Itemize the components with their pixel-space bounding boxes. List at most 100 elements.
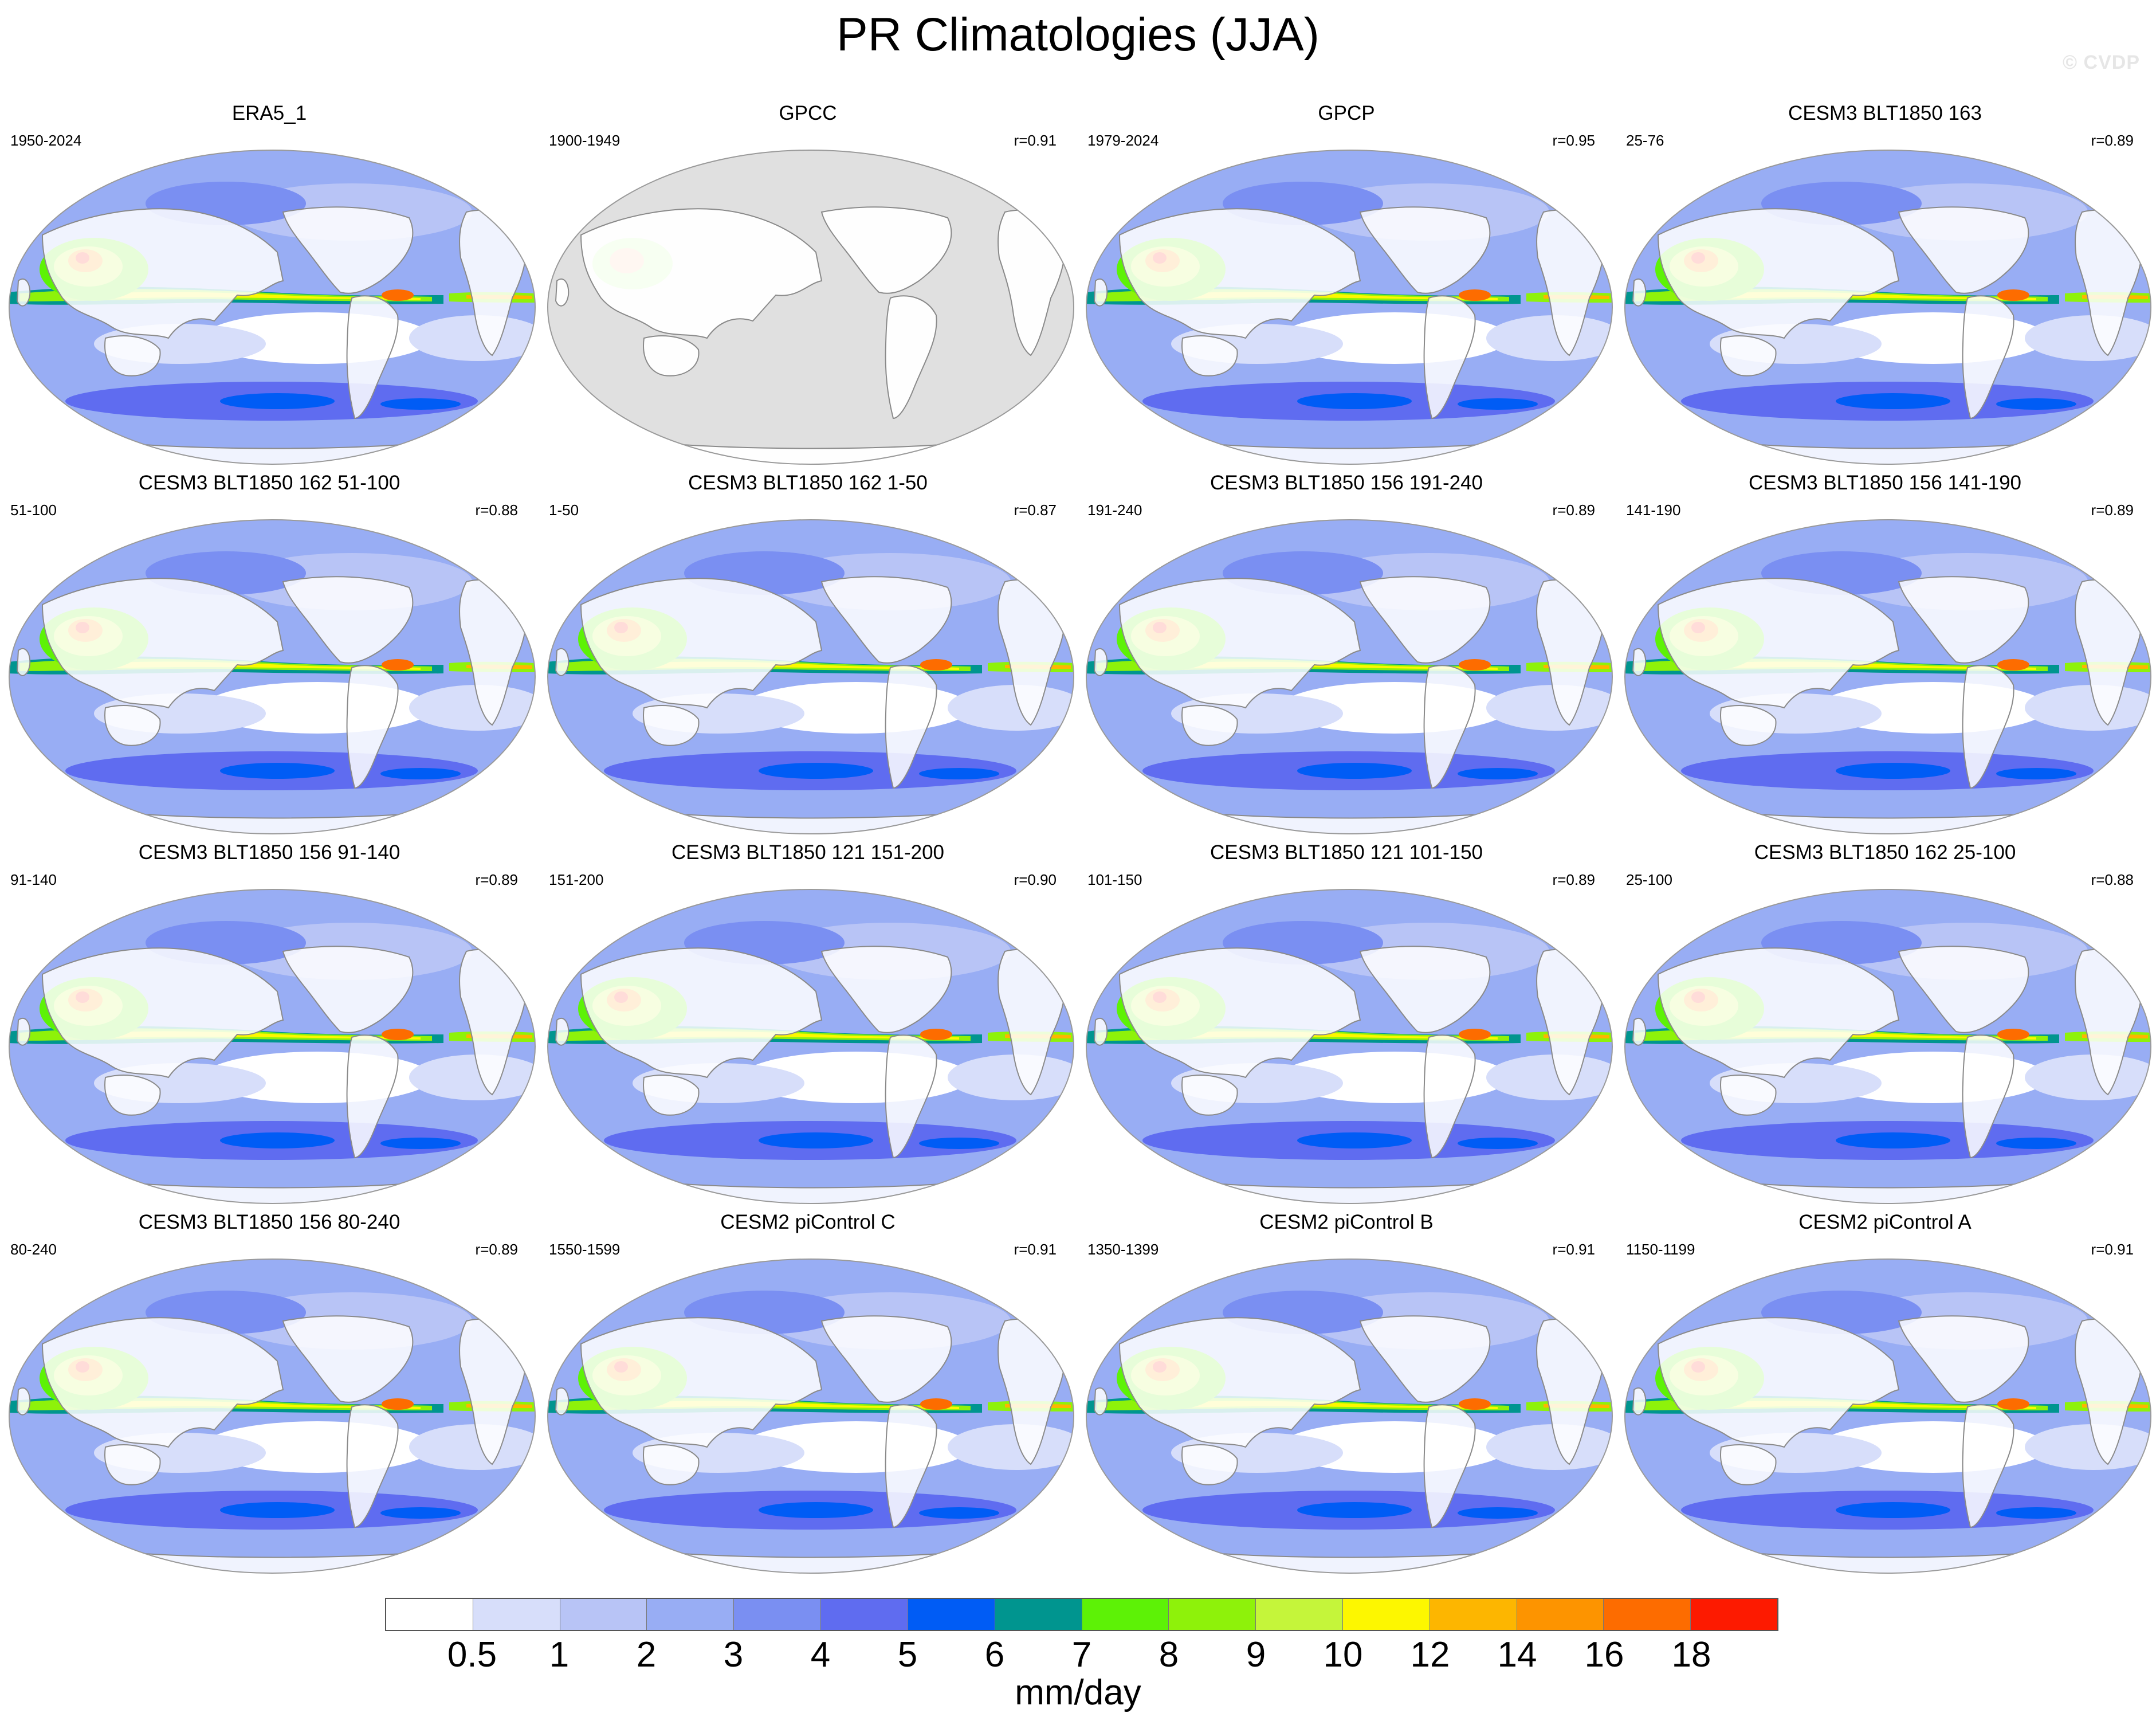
panel-title: CESM3 BLT1850 162 25-100	[1754, 841, 2016, 864]
colorbar-tick-label: 9	[1246, 1635, 1266, 1675]
panel-correlation: r=0.91	[1552, 1241, 1595, 1258]
precip-map	[1624, 519, 2152, 835]
panel-title: CESM2 piControl B	[1259, 1211, 1434, 1233]
watermark: © CVDP	[2063, 52, 2140, 73]
colorbar-tick-label: 6	[984, 1635, 1005, 1675]
colorbar-tick-label: 2	[636, 1635, 657, 1675]
colorbar-tick-label: 7	[1071, 1635, 1092, 1675]
panel-correlation: r=0.89	[2091, 501, 2134, 519]
precip-map	[8, 519, 536, 835]
colorbar-swatch	[734, 1599, 822, 1630]
colorbar-swatch	[821, 1599, 908, 1630]
colorbar-swatch	[1604, 1599, 1691, 1630]
colorbar-tick-label: 10	[1323, 1635, 1363, 1675]
panel-title: CESM3 BLT1850 121 151-200	[671, 841, 945, 864]
panel-years: 1-50	[549, 501, 579, 519]
colorbar-swatch	[1517, 1599, 1604, 1630]
precip-map	[547, 149, 1075, 465]
map-panel: CESM3 BLT1850 121 101-150 101-150 r=0.89	[1077, 837, 1616, 1206]
panel-years: 101-150	[1087, 871, 1142, 888]
precip-map	[8, 888, 536, 1205]
panel-years: 151-200	[549, 871, 604, 888]
map-panel: CESM2 piControl B 1350-1399 r=0.91	[1077, 1206, 1616, 1576]
colorbar-swatch	[1691, 1599, 1777, 1630]
precip-map	[1085, 149, 1613, 465]
panel-correlation: r=0.95	[1552, 132, 1595, 149]
panel-years: 25-76	[1626, 132, 1664, 149]
map-panel: CESM3 BLT1850 163 25-76 r=0.89	[1616, 97, 2154, 467]
panel-years: 51-100	[10, 501, 57, 519]
map-panel: GPCC 1900-1949 r=0.91	[539, 97, 1077, 467]
map-panel: CESM2 piControl A 1150-1199 r=0.91	[1616, 1206, 2154, 1576]
precip-map	[547, 519, 1075, 835]
panel-correlation: r=0.90	[1014, 871, 1057, 888]
colorbar-swatch	[560, 1599, 647, 1630]
precip-map	[1624, 888, 2152, 1205]
panel-years: 1350-1399	[1087, 1241, 1159, 1258]
precip-map	[1624, 149, 2152, 465]
panel-title: GPCC	[779, 102, 837, 124]
colorbar-swatch	[473, 1599, 560, 1630]
panel-title: CESM3 BLT1850 163	[1788, 102, 1982, 124]
map-panel: CESM3 BLT1850 156 91-140 91-140 r=0.89	[0, 837, 539, 1206]
panel-years: 1950-2024	[10, 132, 82, 149]
panel-correlation: r=0.89	[475, 1241, 518, 1258]
map-panel: CESM3 BLT1850 121 151-200 151-200 r=0.90	[539, 837, 1077, 1206]
colorbar-units: mm/day	[1015, 1673, 1141, 1712]
panel-correlation: r=0.89	[1552, 501, 1595, 519]
map-panel: CESM3 BLT1850 156 80-240 80-240 r=0.89	[0, 1206, 539, 1576]
panel-years: 1979-2024	[1087, 132, 1159, 149]
panel-correlation: r=0.89	[1552, 871, 1595, 888]
precip-map	[547, 888, 1075, 1205]
panel-title: CESM2 piControl C	[720, 1211, 896, 1233]
panel-correlation: r=0.88	[475, 501, 518, 519]
map-panel: CESM3 BLT1850 162 25-100 25-100 r=0.88	[1616, 837, 2154, 1206]
panel-title: GPCP	[1318, 102, 1375, 124]
colorbar-tick-label: 0.5	[447, 1635, 497, 1675]
figure-title: PR Climatologies (JJA)	[837, 9, 1319, 61]
colorbar-swatch	[1256, 1599, 1343, 1630]
panel-title: CESM3 BLT1850 156 191-240	[1209, 472, 1483, 494]
precip-map	[547, 1258, 1075, 1574]
precip-map	[1085, 1258, 1613, 1574]
panel-title: CESM3 BLT1850 156 80-240	[138, 1211, 400, 1233]
map-panel: CESM3 BLT1850 162 51-100 51-100 r=0.88	[0, 467, 539, 837]
precip-map	[1085, 888, 1613, 1205]
panel-correlation: r=0.91	[1014, 132, 1057, 149]
colorbar-swatch	[1169, 1599, 1256, 1630]
colorbar-tick-label: 18	[1671, 1635, 1711, 1675]
panel-correlation: r=0.88	[2091, 871, 2134, 888]
panel-years: 1150-1199	[1626, 1241, 1695, 1258]
colorbar-swatch	[1082, 1599, 1169, 1630]
colorbar-swatch	[386, 1599, 473, 1630]
colorbar-tick-label: 3	[723, 1635, 744, 1675]
panel-correlation: r=0.87	[1014, 501, 1057, 519]
precip-map	[1085, 519, 1613, 835]
colorbar-tick-label: 14	[1497, 1635, 1537, 1675]
panel-years: 91-140	[10, 871, 57, 888]
panel-years: 80-240	[10, 1241, 57, 1258]
panel-correlation: r=0.89	[2091, 132, 2134, 149]
panel-title: CESM3 BLT1850 162 1-50	[688, 472, 928, 494]
colorbar-swatch	[995, 1599, 1082, 1630]
panel-years: 191-240	[1087, 501, 1142, 519]
panel-correlation: r=0.91	[2091, 1241, 2134, 1258]
panel-grid: ERA5_1 1950-2024 GPCC 1900-1949 r=0.91 GPCP 19…	[0, 97, 2156, 1576]
map-panel: CESM3 BLT1850 156 141-190 141-190 r=0.89	[1616, 467, 2154, 837]
colorbar-tick-label: 4	[810, 1635, 831, 1675]
map-panel: ERA5_1 1950-2024	[0, 97, 539, 467]
colorbar-swatch	[1430, 1599, 1517, 1630]
colorbar-tick-label: 12	[1410, 1635, 1450, 1675]
map-panel: CESM3 BLT1850 156 191-240 191-240 r=0.89	[1077, 467, 1616, 837]
panel-title: CESM3 BLT1850 156 141-190	[1748, 472, 2022, 494]
panel-correlation: r=0.91	[1014, 1241, 1057, 1258]
colorbar-swatch	[908, 1599, 995, 1630]
colorbar-ticks: 0.5 1 2 3 4 5 6 7 8 9 10 12 14 16 18	[385, 1634, 1778, 1675]
precip-map	[8, 1258, 536, 1574]
colorbar-tick-label: 1	[549, 1635, 570, 1675]
precip-map	[1624, 1258, 2152, 1574]
panel-correlation: r=0.89	[475, 871, 518, 888]
panel-title: CESM3 BLT1850 121 101-150	[1209, 841, 1483, 864]
colorbar-tick-label: 5	[897, 1635, 918, 1675]
panel-years: 1900-1949	[549, 132, 621, 149]
